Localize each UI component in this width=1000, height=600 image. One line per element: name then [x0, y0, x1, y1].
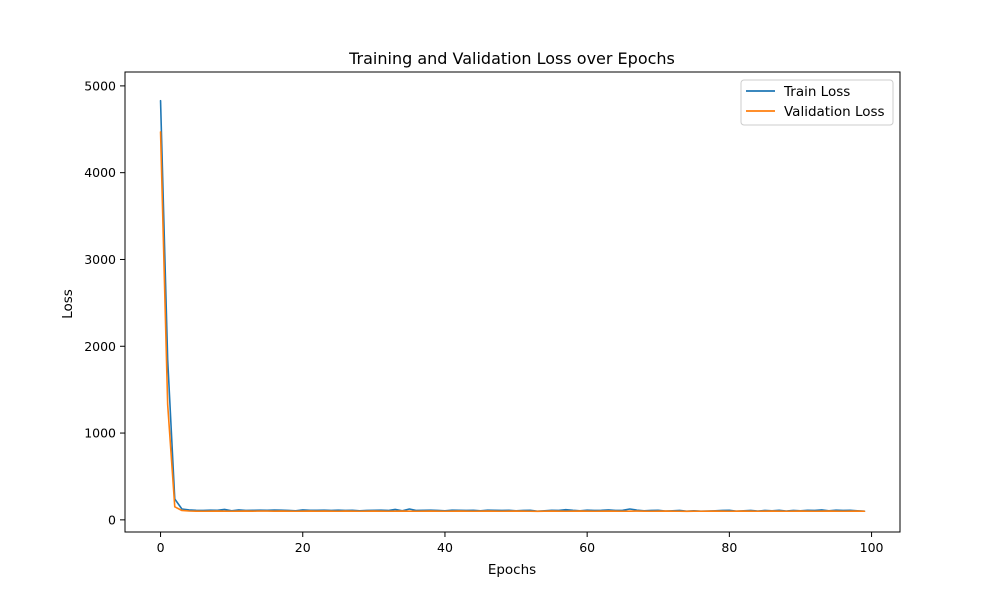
legend-label: Train Loss — [783, 84, 850, 100]
y-tick-label: 0 — [108, 512, 116, 527]
x-axis: 0 20 40 60 80 100 — [157, 532, 884, 555]
y-tick-label: 3000 — [84, 252, 116, 267]
x-axis-label: Epochs — [488, 562, 536, 578]
x-tick-label: 40 — [437, 540, 453, 555]
y-tick-label: 5000 — [84, 78, 116, 93]
legend-label: Validation Loss — [784, 104, 885, 120]
y-axis: 0 1000 2000 3000 4000 5000 — [84, 78, 125, 527]
y-tick-label: 2000 — [84, 339, 116, 354]
x-tick-label: 60 — [579, 540, 595, 555]
x-tick-label: 20 — [295, 540, 311, 555]
x-tick-label: 100 — [860, 540, 884, 555]
plot-frame — [124, 71, 901, 533]
x-tick-label: 80 — [721, 540, 737, 555]
x-tick-label: 0 — [157, 540, 165, 555]
legend: Train Loss Validation Loss — [740, 79, 894, 126]
series-lines — [159, 99, 866, 513]
series-line-validation-loss — [159, 131, 866, 513]
legend-box — [740, 79, 894, 126]
y-tick-label: 4000 — [84, 165, 116, 180]
y-axis-label: Loss — [60, 289, 76, 319]
y-tick-label: 1000 — [84, 426, 116, 441]
chart-title: Training and Validation Loss over Epochs — [348, 49, 675, 68]
